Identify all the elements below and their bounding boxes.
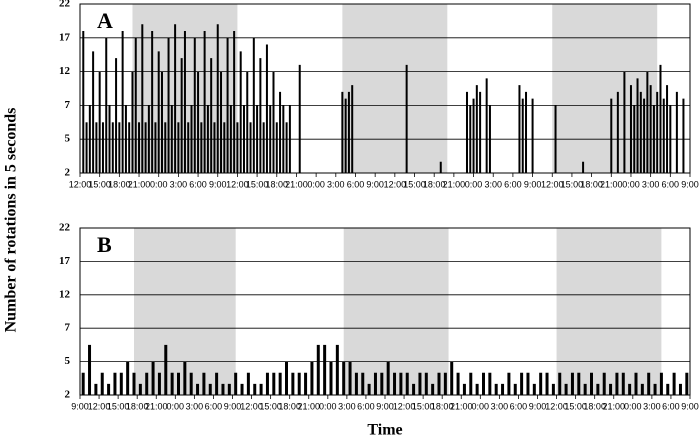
x-tick-label: 18:00	[278, 401, 301, 411]
x-tick-label: 9:00	[681, 401, 699, 411]
x-tick-label: 3:00	[642, 179, 660, 189]
dark-period	[343, 228, 449, 395]
y-tick-label: 17	[59, 255, 71, 267]
x-tick-label: 21:00	[128, 179, 151, 189]
x-tick-label: 12:00	[384, 179, 407, 189]
x-tick-label: 18:00	[126, 401, 149, 411]
x-tick-label: 0:00	[472, 401, 490, 411]
x-tick-label: 15:00	[412, 401, 435, 411]
y-tick-label: 5	[65, 133, 71, 145]
x-tick-label: 15:00	[259, 401, 282, 411]
y-tick-label: 22	[59, 222, 71, 234]
x-tick-label: 12:00	[226, 179, 249, 189]
y-tick-label: 22	[59, 0, 71, 10]
x-tick-label: 0:00	[167, 401, 185, 411]
x-tick-label: 21:00	[285, 179, 308, 189]
x-tick-label: 6:00	[662, 401, 680, 411]
x-tick-label: 12:00	[240, 401, 263, 411]
x-tick-label: 9:00	[376, 401, 394, 411]
x-tick-label: 9:00	[366, 179, 384, 189]
x-tick-label: 15:00	[564, 401, 587, 411]
x-tick-label: 12:00	[393, 401, 416, 411]
y-tick-label: 12	[59, 65, 71, 77]
x-tick-label: 9:00	[681, 179, 699, 189]
y-tick-label: 2	[65, 389, 71, 401]
dark-period	[342, 4, 448, 173]
y-tick-label: 2	[65, 167, 71, 179]
x-axis-title: Time	[367, 422, 402, 439]
y-tick-label: 5	[65, 355, 71, 367]
x-tick-label: 6:00	[357, 401, 375, 411]
dark-period	[556, 228, 662, 395]
x-tick-label: 21:00	[443, 179, 466, 189]
x-tick-label: 9:00	[224, 401, 242, 411]
x-tick-label: 12:00	[69, 179, 92, 189]
x-tick-label: 6:00	[510, 401, 528, 411]
panel-label: B	[97, 232, 112, 257]
x-tick-label: 15:00	[88, 179, 111, 189]
x-tick-label: 3:00	[186, 401, 204, 411]
x-tick-label: 18:00	[423, 179, 446, 189]
x-tick-label: 6:00	[504, 179, 522, 189]
y-axis-title: Number of rotations in 5 seconds	[3, 108, 20, 333]
x-tick-label: 12:00	[545, 401, 568, 411]
x-tick-label: 15:00	[107, 401, 130, 411]
x-tick-label: 0:00	[150, 179, 168, 189]
x-tick-label: 9:00	[529, 401, 547, 411]
x-tick-label: 3:00	[338, 401, 356, 411]
x-tick-label: 3:00	[643, 401, 661, 411]
x-tick-label: 9:00	[209, 179, 227, 189]
y-tick-label: 7	[65, 322, 71, 334]
x-tick-label: 3:00	[170, 179, 188, 189]
x-tick-label: 0:00	[624, 401, 642, 411]
x-tick-label: 18:00	[580, 179, 603, 189]
x-tick-label: 15:00	[246, 179, 269, 189]
y-tick-label: 7	[65, 99, 71, 111]
plot-border	[79, 227, 691, 396]
x-tick-label: 3:00	[327, 179, 345, 189]
x-tick-label: 18:00	[583, 401, 606, 411]
x-tick-label: 21:00	[600, 179, 623, 189]
panel-label: A	[97, 8, 113, 33]
x-tick-label: 12:00	[88, 401, 111, 411]
x-tick-label: 3:00	[491, 401, 509, 411]
x-tick-label: 12:00	[541, 179, 564, 189]
x-tick-label: 6:00	[189, 179, 207, 189]
x-tick-label: 21:00	[602, 401, 625, 411]
x-tick-label: 18:00	[108, 179, 131, 189]
x-tick-label: 21:00	[297, 401, 320, 411]
x-tick-label: 21:00	[145, 401, 168, 411]
x-tick-label: 15:00	[403, 179, 426, 189]
plot-border	[79, 3, 691, 174]
y-tick-label: 17	[59, 31, 71, 43]
x-tick-label: 9:00	[71, 401, 89, 411]
x-tick-label: 0:00	[307, 179, 325, 189]
x-tick-label: 18:00	[266, 179, 289, 189]
x-tick-label: 15:00	[561, 179, 584, 189]
x-tick-label: 21:00	[450, 401, 473, 411]
x-tick-label: 0:00	[622, 179, 640, 189]
x-tick-label: 0:00	[465, 179, 483, 189]
dark-period	[552, 4, 658, 173]
x-tick-label: 6:00	[662, 179, 680, 189]
y-tick-label: 12	[59, 288, 71, 300]
x-tick-label: 3:00	[484, 179, 502, 189]
x-tick-label: 18:00	[431, 401, 454, 411]
x-tick-label: 6:00	[347, 179, 365, 189]
x-tick-label: 6:00	[205, 401, 223, 411]
x-tick-label: 9:00	[524, 179, 542, 189]
x-tick-label: 0:00	[319, 401, 337, 411]
